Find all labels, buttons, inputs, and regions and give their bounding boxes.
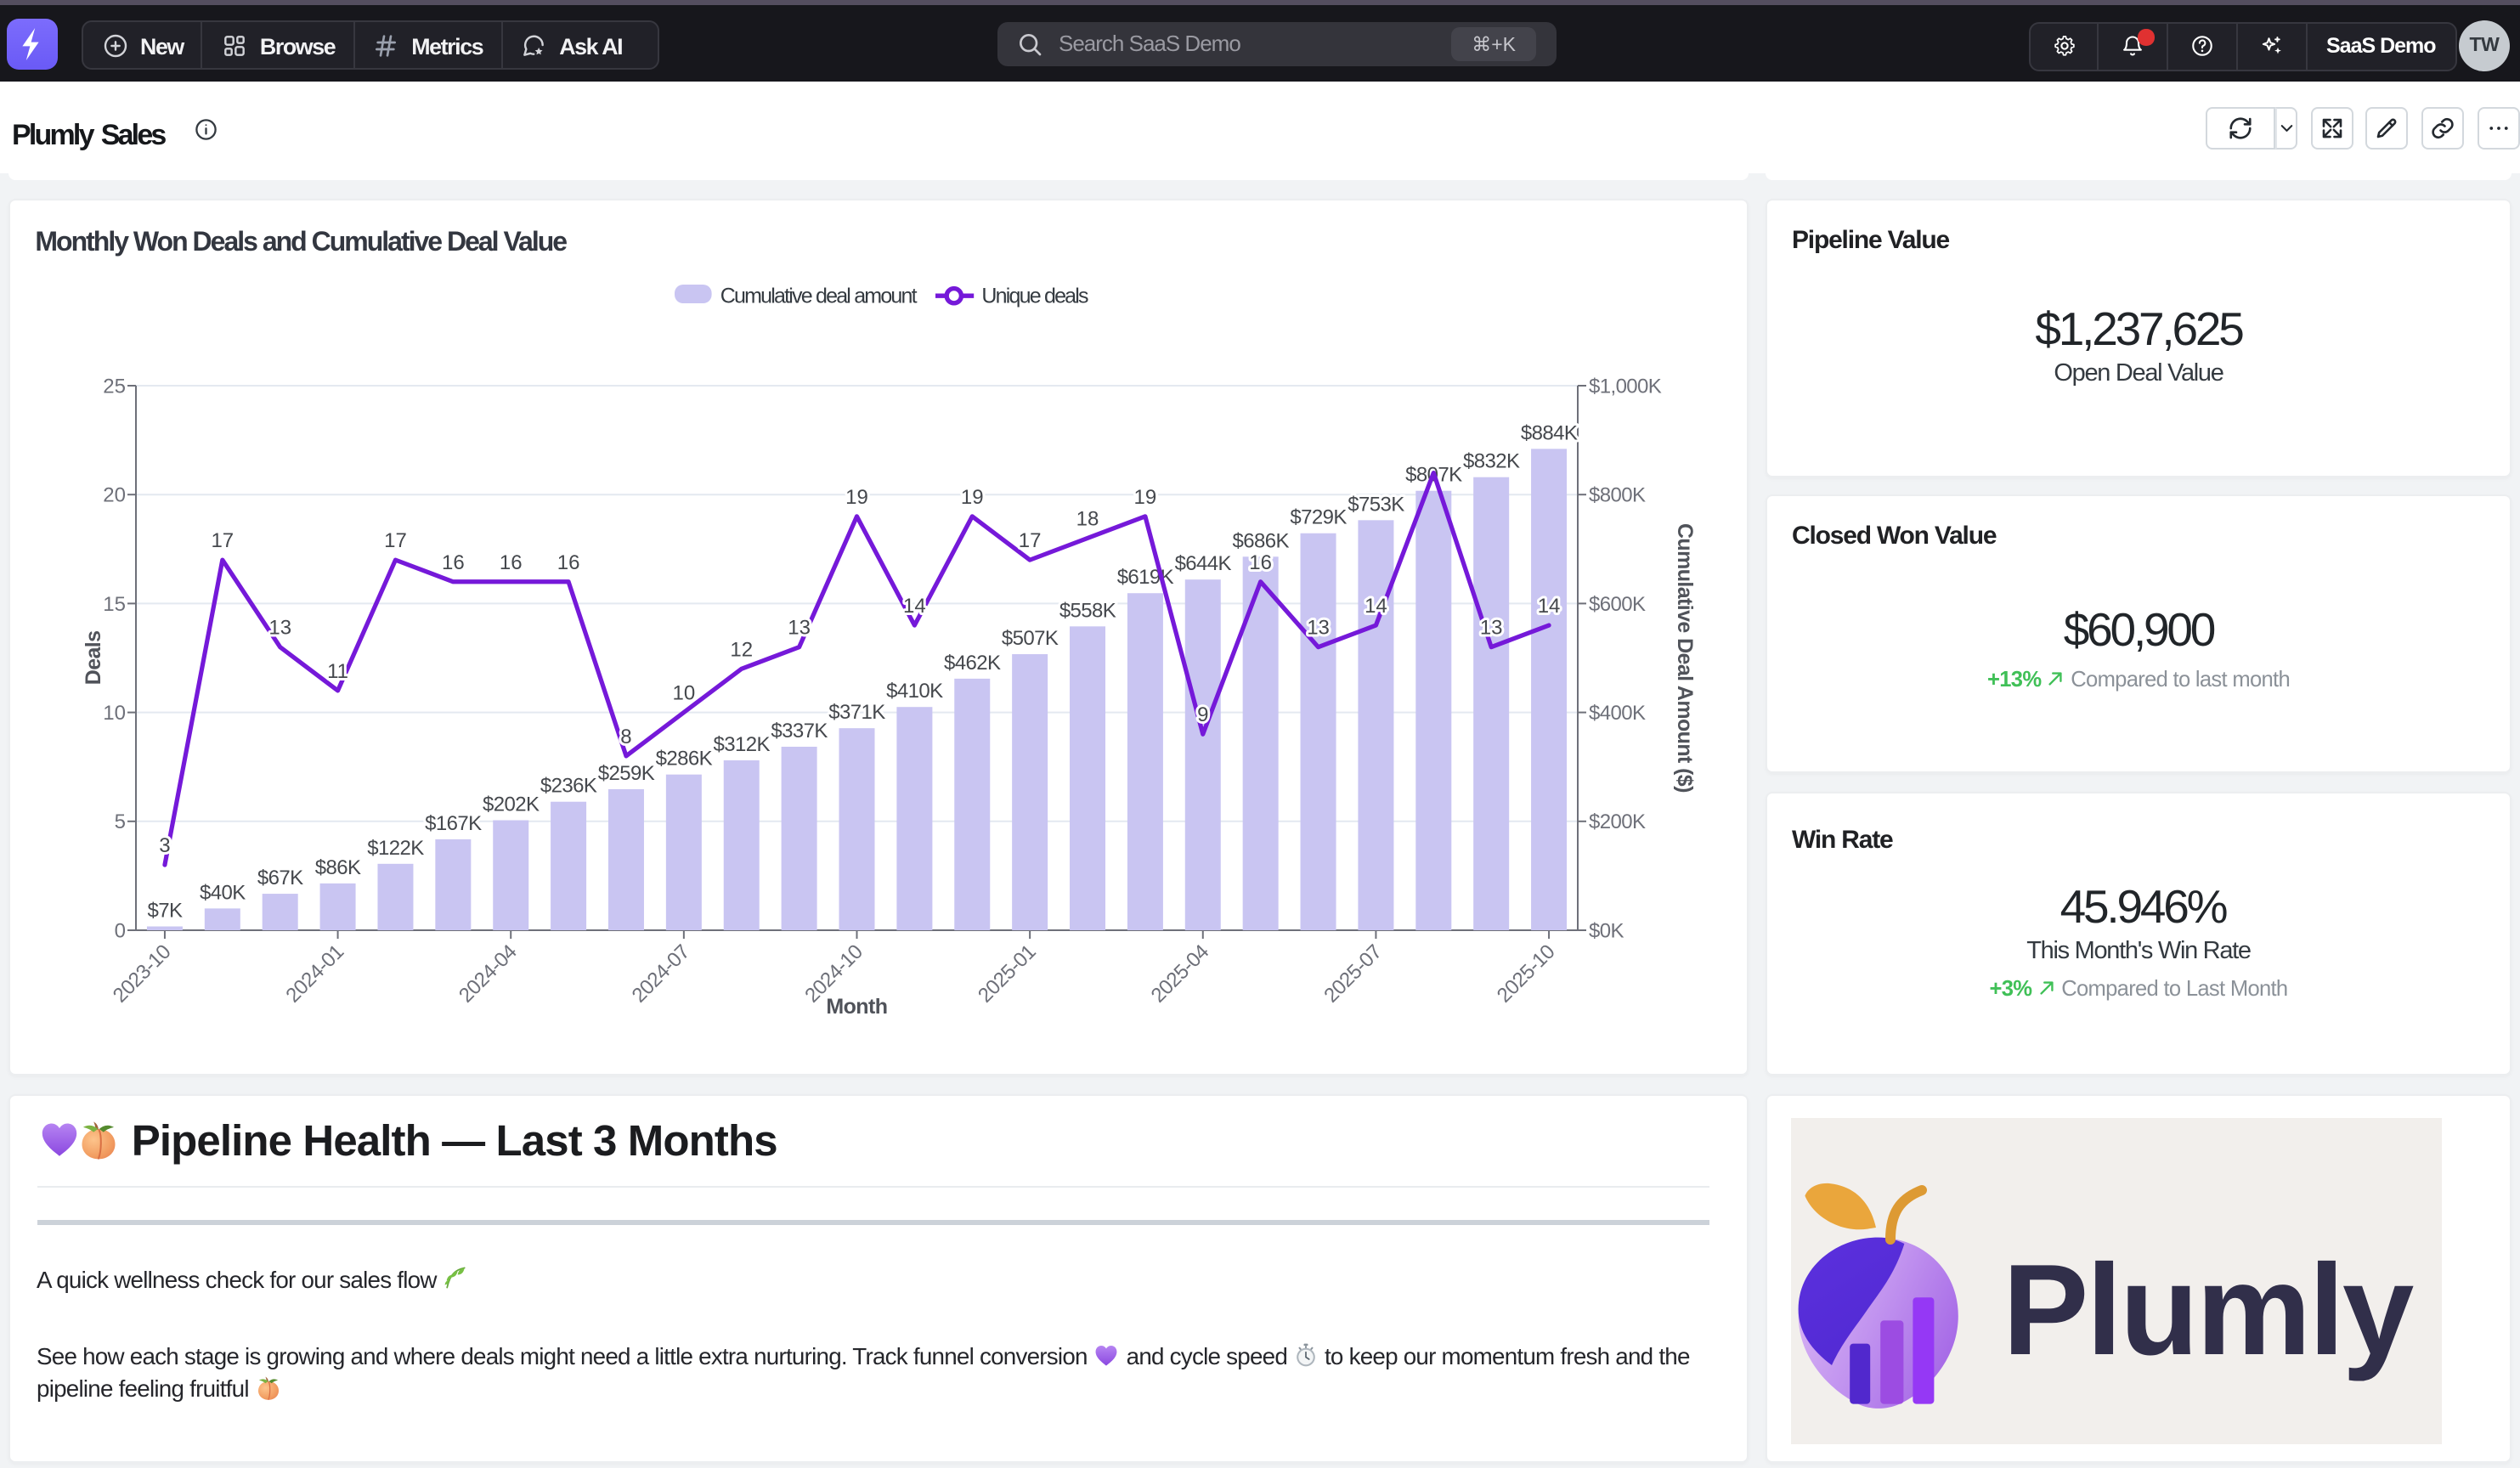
- svg-text:25: 25: [102, 374, 125, 397]
- svg-text:17: 17: [210, 528, 233, 551]
- svg-text:$86K: $86K: [314, 855, 360, 878]
- svg-text:$200K: $200K: [1588, 810, 1645, 833]
- svg-text:14: 14: [1364, 594, 1387, 617]
- svg-text:0: 0: [114, 918, 125, 941]
- svg-text:$312K: $312K: [713, 732, 770, 755]
- svg-text:$122K: $122K: [366, 836, 423, 859]
- svg-text:13: 13: [1306, 616, 1329, 639]
- svg-text:12: 12: [729, 637, 752, 660]
- svg-text:$600K: $600K: [1588, 592, 1645, 615]
- svg-text:Unique deals: Unique deals: [980, 283, 1088, 307]
- svg-text:11: 11: [326, 659, 347, 682]
- svg-text:$236K: $236K: [540, 774, 596, 797]
- svg-text:$507K: $507K: [1001, 626, 1058, 649]
- svg-text:2023-10: 2023-10: [108, 940, 175, 1007]
- svg-text:5: 5: [114, 810, 125, 833]
- svg-text:9: 9: [1196, 703, 1207, 726]
- svg-text:$7K: $7K: [146, 899, 181, 922]
- svg-text:$259K: $259K: [597, 761, 654, 784]
- svg-text:19: 19: [1133, 485, 1156, 508]
- svg-text:Month: Month: [825, 994, 886, 1018]
- svg-text:17: 17: [1018, 528, 1041, 551]
- svg-text:2024-07: 2024-07: [627, 940, 694, 1007]
- svg-text:$337K: $337K: [770, 719, 827, 742]
- svg-text:13: 13: [787, 616, 810, 639]
- svg-text:2025-04: 2025-04: [1146, 940, 1213, 1007]
- svg-text:$686K: $686K: [1231, 528, 1288, 551]
- svg-text:$729K: $729K: [1289, 505, 1346, 528]
- svg-text:8: 8: [619, 725, 630, 748]
- svg-text:14: 14: [1537, 594, 1560, 617]
- svg-text:Monthly Won Deals and Cumulati: Monthly Won Deals and Cumulative Deal Va…: [34, 225, 566, 256]
- svg-text:19: 19: [845, 485, 867, 508]
- svg-text:$202K: $202K: [482, 793, 539, 816]
- svg-text:16: 16: [499, 550, 522, 573]
- svg-text:13: 13: [268, 616, 291, 639]
- svg-text:$0K: $0K: [1588, 918, 1623, 941]
- svg-text:$40K: $40K: [199, 880, 245, 903]
- svg-text:$558K: $558K: [1059, 598, 1116, 621]
- svg-text:2025-01: 2025-01: [973, 940, 1040, 1007]
- svg-text:20: 20: [102, 483, 125, 506]
- svg-text:10: 10: [672, 681, 695, 704]
- svg-text:16: 16: [441, 550, 464, 573]
- svg-text:$167K: $167K: [424, 811, 481, 834]
- svg-text:14: 14: [902, 594, 925, 617]
- svg-text:$644K: $644K: [1174, 551, 1231, 574]
- svg-text:19: 19: [960, 485, 983, 508]
- svg-text:3: 3: [158, 833, 169, 856]
- svg-text:13: 13: [1479, 616, 1502, 639]
- svg-text:$371K: $371K: [828, 700, 884, 723]
- svg-text:$1,000K: $1,000K: [1588, 374, 1661, 397]
- svg-text:$753K: $753K: [1347, 492, 1404, 515]
- svg-text:16: 16: [557, 550, 579, 573]
- svg-text:10: 10: [102, 701, 125, 724]
- svg-text:Cumulative Deal Amount ($): Cumulative Deal Amount ($): [1672, 522, 1696, 792]
- svg-text:$286K: $286K: [655, 747, 712, 770]
- svg-text:16: 16: [1248, 550, 1271, 573]
- svg-text:$410K: $410K: [885, 679, 942, 702]
- svg-text:17: 17: [383, 528, 406, 551]
- svg-text:$884K: $884K: [1520, 421, 1577, 443]
- svg-text:$462K: $462K: [943, 651, 1000, 674]
- svg-text:$800K: $800K: [1588, 483, 1645, 506]
- svg-text:18: 18: [1076, 506, 1099, 529]
- svg-text:$67K: $67K: [257, 866, 302, 889]
- svg-text:$832K: $832K: [1462, 449, 1519, 472]
- svg-text:2024-01: 2024-01: [280, 940, 347, 1007]
- svg-text:15: 15: [102, 592, 125, 615]
- svg-text:2025-07: 2025-07: [1319, 940, 1386, 1007]
- svg-text:2024-04: 2024-04: [454, 940, 521, 1007]
- svg-text:Deals: Deals: [81, 630, 105, 685]
- svg-text:2025-10: 2025-10: [1492, 940, 1559, 1007]
- svg-text:$400K: $400K: [1588, 701, 1645, 724]
- svg-text:Cumulative deal amount: Cumulative deal amount: [720, 283, 917, 307]
